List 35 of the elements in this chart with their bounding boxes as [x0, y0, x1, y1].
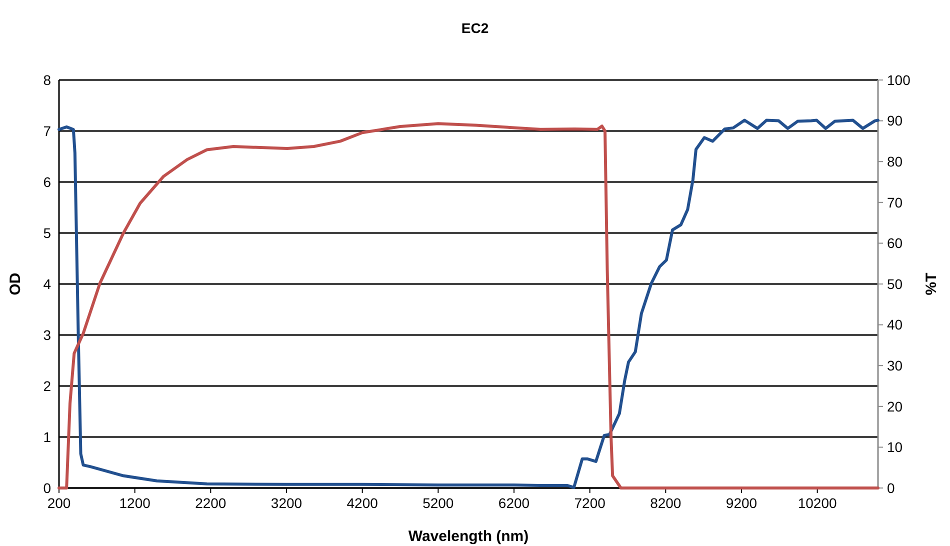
- y2-axis-title: %T: [923, 272, 940, 296]
- x-axis-title: Wavelength (nm): [408, 528, 529, 545]
- x-tick-label: 8200: [650, 495, 682, 511]
- y-axis-title: OD: [7, 272, 24, 296]
- y2-tick-label: 20: [887, 398, 903, 414]
- y-tick-label: 6: [43, 174, 52, 190]
- x-tick-label: 9200: [726, 495, 758, 511]
- x-tick-label: 6200: [498, 495, 530, 511]
- x-tick-label: 5200: [422, 495, 454, 511]
- x-tick-label: 3200: [270, 495, 302, 511]
- y-tick-label: 2: [43, 378, 52, 394]
- y2-tick-label: 80: [887, 154, 903, 170]
- y-tick-label: 0: [43, 480, 52, 496]
- y2-tick-label: 60: [887, 235, 903, 252]
- y2-tick-label: 10: [887, 439, 903, 456]
- y2-tick-label: 50: [887, 276, 903, 292]
- y2-tick-label: 70: [887, 194, 903, 210]
- chart-title: EC2: [461, 20, 489, 36]
- y2-tick-label: 90: [887, 112, 903, 129]
- x-tick-label: 2200: [195, 495, 226, 511]
- y-tick-label: 5: [43, 224, 52, 241]
- y-tick-label: 4: [43, 276, 52, 292]
- y2-tick-label: 0: [887, 480, 895, 496]
- y-tick-label: 1: [43, 428, 52, 445]
- x-tick-label: 10200: [798, 495, 838, 511]
- y2-tick-label: 40: [887, 316, 903, 333]
- y-tick-label: 7: [43, 122, 52, 139]
- x-tick-label: 7200: [574, 495, 606, 511]
- y-tick-label: 8: [43, 72, 52, 88]
- x-tick-label: 1200: [119, 495, 151, 511]
- x-tick-label: 200: [47, 495, 71, 511]
- y2-tick-label: 30: [887, 358, 903, 374]
- y2-tick-label: 100: [887, 72, 911, 88]
- x-tick-label: 4200: [346, 495, 378, 511]
- y-tick-label: 3: [43, 326, 52, 343]
